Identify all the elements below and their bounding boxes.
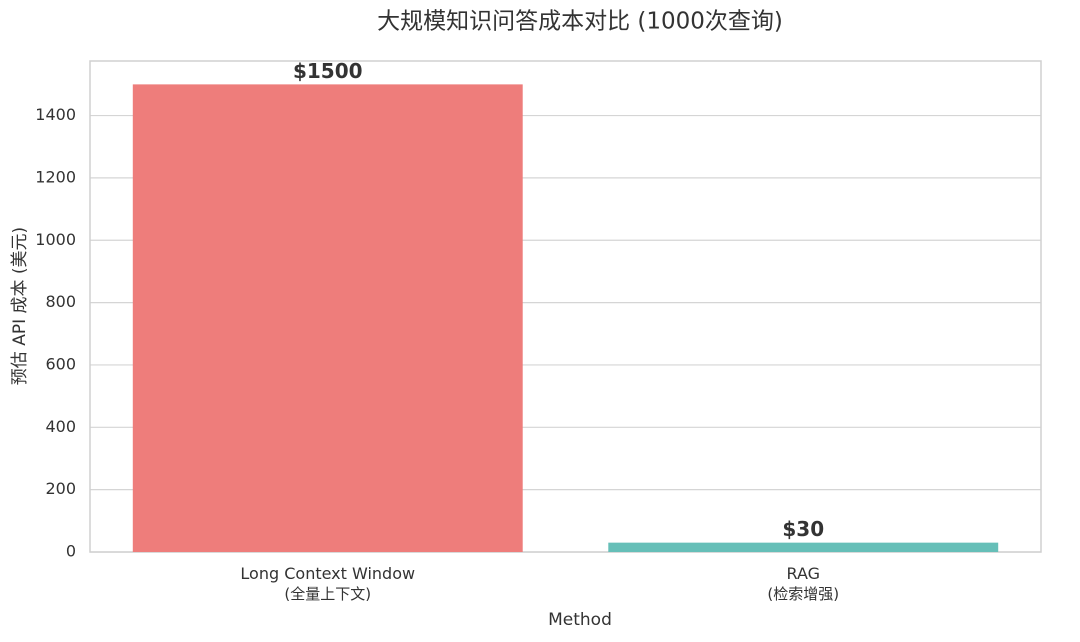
value-label: $1500 <box>293 59 363 83</box>
bar <box>132 84 523 552</box>
y-tick-label: 600 <box>45 354 76 373</box>
y-tick-label: 0 <box>66 542 76 561</box>
x-tick-label: RAG (检索增强) <box>767 564 839 603</box>
y-tick-label: 800 <box>45 292 76 311</box>
chart-title: 大规模知识问答成本对比 (1000次查询) <box>377 9 783 35</box>
bar <box>608 542 999 552</box>
plot-frame <box>89 60 1042 553</box>
x-tick-label: Long Context Window (全量上下文) <box>240 564 415 603</box>
y-tick-label: 1200 <box>35 167 76 186</box>
y-tick-label: 1400 <box>35 105 76 124</box>
x-axis-label: Method <box>548 610 612 630</box>
value-label: $30 <box>782 517 824 541</box>
y-tick-label: 1000 <box>35 230 76 249</box>
y-tick-label: 400 <box>45 417 76 436</box>
y-tick-label: 200 <box>45 479 76 498</box>
y-axis-label: 预估 API 成本 (美元) <box>10 227 30 385</box>
